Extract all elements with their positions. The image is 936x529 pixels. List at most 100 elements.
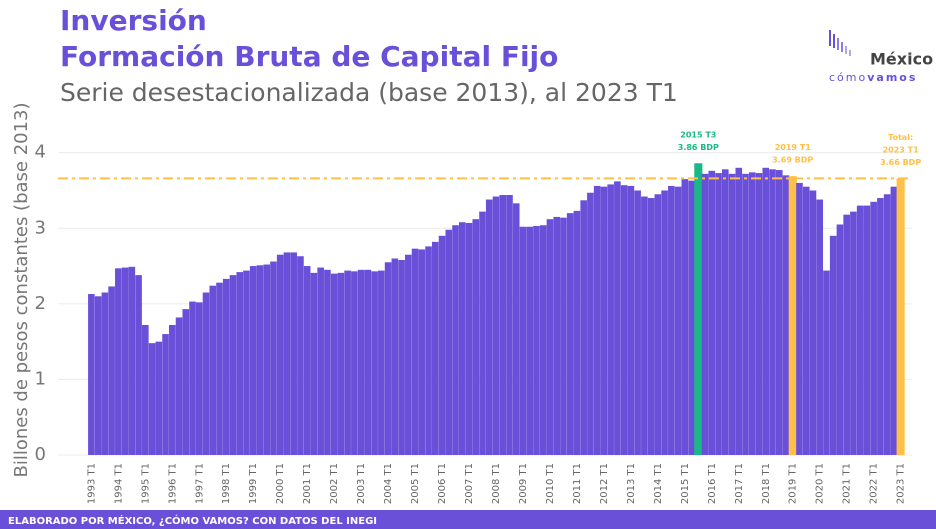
- logo-tag1: cómo: [829, 71, 867, 84]
- y-tick-label: 4: [35, 142, 46, 163]
- bar: [688, 180, 695, 456]
- bar: [735, 167, 743, 455]
- bar: [843, 214, 850, 455]
- chart-subtitle: Serie desestacionalizada (base 2013), al…: [60, 78, 678, 107]
- bar: [371, 271, 378, 455]
- bar: [762, 167, 770, 455]
- bar: [694, 163, 703, 456]
- bar: [499, 195, 507, 455]
- bar: [330, 273, 338, 455]
- logo-name: México: [870, 50, 933, 69]
- bar: [270, 261, 277, 455]
- bar: [357, 269, 365, 455]
- bar: [668, 185, 675, 455]
- bar: [351, 271, 358, 455]
- bar: [398, 260, 405, 455]
- y-tick-label: 3: [35, 217, 46, 238]
- bar: [411, 248, 419, 455]
- bar: [836, 224, 844, 455]
- bar: [870, 201, 877, 455]
- x-tick-label: 1996 T1: [167, 463, 178, 504]
- bar: [823, 270, 830, 455]
- x-tick-label: 2007 T1: [464, 463, 475, 504]
- bar: [175, 317, 183, 455]
- x-tick-label: 2015 T1: [680, 463, 691, 504]
- bar: [243, 270, 250, 455]
- x-tick-label: 2019 T1: [788, 463, 799, 504]
- logo-bar: [845, 46, 847, 54]
- annotation: Total:: [888, 133, 913, 142]
- bar: [782, 175, 790, 456]
- bar: [634, 190, 641, 455]
- annotation: 2023 T1: [883, 145, 920, 154]
- bar: [802, 186, 810, 456]
- bar: [438, 235, 446, 455]
- bar: [418, 249, 426, 455]
- x-tick-label: 2009 T1: [518, 463, 529, 504]
- bar: [297, 256, 304, 455]
- x-tick-label: 2016 T1: [707, 463, 718, 504]
- bar: [796, 182, 803, 455]
- bar: [88, 294, 95, 455]
- bar: [721, 169, 729, 456]
- bar: [809, 190, 817, 455]
- bar: [391, 258, 399, 455]
- bar: [526, 226, 534, 455]
- bar: [115, 268, 122, 455]
- y-tick-label: 0: [35, 444, 46, 465]
- bar: [539, 225, 547, 455]
- bar: [135, 275, 142, 455]
- bar: [425, 246, 432, 455]
- chart-title: Inversión: [60, 4, 207, 37]
- x-tick-label: 2020 T1: [815, 463, 826, 504]
- x-tick-label: 2017 T1: [734, 463, 745, 504]
- bar: [229, 275, 237, 455]
- bar: [364, 269, 372, 455]
- bar: [681, 179, 689, 455]
- bar: [896, 178, 905, 456]
- x-tick-label: 2005 T1: [410, 463, 421, 504]
- bar: [600, 186, 608, 456]
- x-tick-label: 1998 T1: [221, 463, 232, 504]
- x-tick-label: 2018 T1: [761, 463, 772, 504]
- annotation: 2019 T1: [775, 143, 812, 152]
- bar: [641, 196, 648, 455]
- bar: [108, 286, 115, 455]
- bar: [195, 302, 203, 455]
- x-tick-label: 2001 T1: [302, 463, 313, 504]
- bar: [661, 190, 668, 455]
- bar: [263, 264, 271, 455]
- bar: [553, 216, 560, 455]
- bar: [432, 241, 439, 455]
- x-tick-label: 1997 T1: [194, 463, 205, 504]
- bar: [344, 270, 351, 455]
- bar: [856, 205, 864, 455]
- bar: [587, 192, 594, 456]
- logo-bar: [833, 34, 835, 48]
- bar: [748, 172, 756, 456]
- bar: [256, 265, 264, 455]
- bar: [445, 229, 453, 455]
- x-tick-label: 2023 T1: [896, 463, 907, 504]
- bar: [189, 301, 196, 455]
- bar: [512, 203, 520, 455]
- bar: [465, 222, 473, 455]
- bar: [276, 254, 284, 455]
- bar: [283, 252, 291, 455]
- annotation: 3.69 BDP: [772, 156, 813, 165]
- x-tick-label: 2002 T1: [329, 463, 340, 504]
- bar: [850, 211, 857, 455]
- x-tick-label: 1995 T1: [140, 463, 151, 504]
- bar: [788, 176, 797, 455]
- bar: [883, 194, 891, 455]
- bar: [121, 267, 129, 455]
- logo-tag2: vamos: [867, 71, 917, 84]
- x-tick-label: 2000 T1: [275, 463, 286, 504]
- bar: [769, 169, 776, 456]
- bar: [573, 210, 581, 455]
- bar: [202, 292, 210, 455]
- x-tick-label: 2003 T1: [356, 463, 367, 504]
- bar: [620, 185, 628, 455]
- bar: [715, 173, 722, 455]
- bar: [155, 341, 163, 455]
